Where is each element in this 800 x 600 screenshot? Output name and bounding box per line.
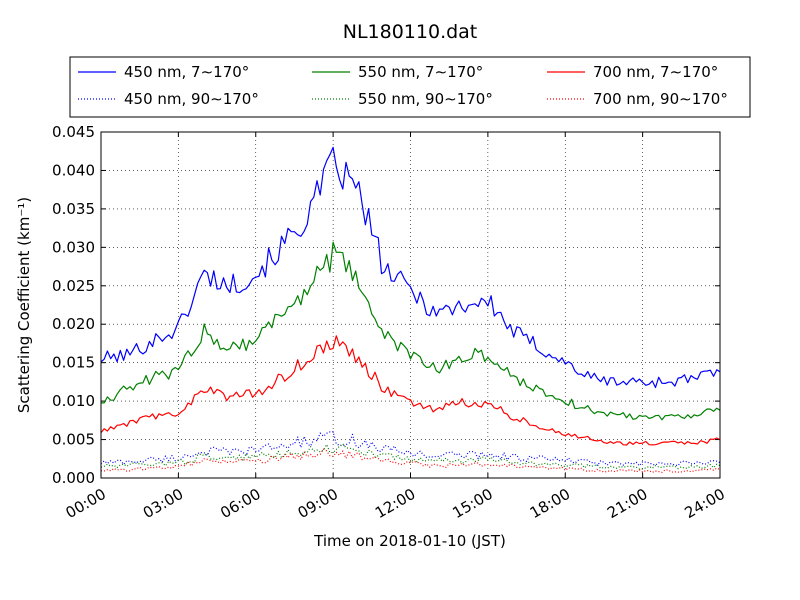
x-tick-label: 06:00 [217, 485, 263, 522]
legend: 450 nm, 7∼170° 550 nm, 7∼170° 700 nm, 7∼17… [69, 56, 751, 118]
legend-label: 450 nm, 90∼170° [124, 90, 259, 108]
y-tick-label: 0.025 [52, 277, 95, 295]
series-line-0 [100, 146, 721, 389]
x-axis-label: Time on 2018-01-10 (JST) [313, 532, 506, 550]
y-tick-label: 0.030 [52, 238, 95, 256]
series-line-1 [100, 431, 721, 467]
chart-title: NL180110.dat [343, 21, 478, 43]
y-axis-label: Scattering Coefficient (km⁻¹) [15, 197, 33, 413]
legend-label: 450 nm, 7∼170° [124, 63, 249, 81]
series-line-2 [101, 241, 721, 421]
x-tick-label: 18:00 [527, 485, 573, 522]
plot-area: 0.000 0.005 0.010 0.015 0.020 0.025 0.030 0.035… [52, 123, 728, 522]
x-tick-label: 03:00 [140, 485, 186, 522]
legend-label: 700 nm, 7∼170° [593, 63, 718, 81]
legend-label: 550 nm, 90∼170° [358, 90, 493, 108]
y-tick-label: 0.000 [52, 469, 95, 487]
y-tick-label: 0.045 [52, 123, 95, 141]
x-tick-label: 09:00 [295, 485, 341, 522]
series-line-3 [100, 443, 721, 470]
y-tick-label: 0.035 [52, 200, 95, 218]
y-tick-label: 0.020 [52, 315, 95, 333]
plot-frame [100, 131, 721, 479]
y-tick-label: 0.015 [52, 354, 95, 372]
series-line-4 [100, 335, 721, 446]
series-line-5 [100, 448, 721, 473]
y-tick-label: 0.005 [52, 431, 95, 449]
y-tick-label: 0.010 [52, 392, 95, 410]
y-tick-label: 0.040 [52, 161, 95, 179]
x-tick-label: 24:00 [682, 485, 728, 522]
x-tick-label: 12:00 [372, 485, 418, 522]
x-tick-label: 00:00 [63, 485, 109, 522]
legend-label: 700 nm, 90∼170° [593, 90, 728, 108]
legend-box [69, 56, 751, 118]
x-tick-label: 21:00 [604, 485, 650, 522]
legend-label: 550 nm, 7∼170° [358, 63, 483, 81]
x-tick-label: 15:00 [449, 485, 495, 522]
